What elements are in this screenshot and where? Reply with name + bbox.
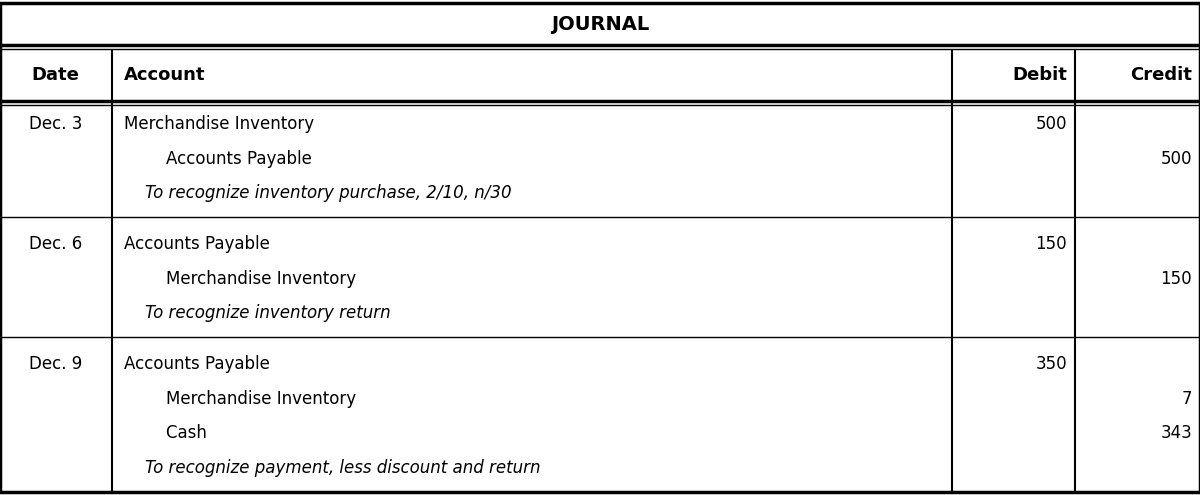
- Text: Debit: Debit: [1013, 66, 1067, 84]
- Text: Date: Date: [32, 66, 79, 84]
- Text: 500: 500: [1036, 115, 1067, 133]
- Text: Accounts Payable: Accounts Payable: [124, 149, 312, 168]
- Text: To recognize payment, less discount and return: To recognize payment, less discount and …: [124, 459, 540, 477]
- Text: 350: 350: [1036, 355, 1067, 373]
- Text: 343: 343: [1160, 425, 1192, 443]
- Text: Account: Account: [124, 66, 205, 84]
- Text: To recognize inventory return: To recognize inventory return: [124, 304, 390, 322]
- Text: 150: 150: [1036, 235, 1067, 253]
- Text: Merchandise Inventory: Merchandise Inventory: [124, 390, 355, 408]
- Text: Dec. 3: Dec. 3: [29, 115, 83, 133]
- Text: Credit: Credit: [1130, 66, 1192, 84]
- Text: Dec. 9: Dec. 9: [29, 355, 83, 373]
- Text: To recognize inventory purchase, 2/10, n/30: To recognize inventory purchase, 2/10, n…: [124, 184, 511, 202]
- Text: Accounts Payable: Accounts Payable: [124, 235, 270, 253]
- Text: Accounts Payable: Accounts Payable: [124, 355, 270, 373]
- Text: Dec. 6: Dec. 6: [29, 235, 83, 253]
- Text: 7: 7: [1182, 390, 1192, 408]
- Text: 500: 500: [1160, 149, 1192, 168]
- Text: Merchandise Inventory: Merchandise Inventory: [124, 270, 355, 288]
- Text: Cash: Cash: [124, 425, 206, 443]
- Text: JOURNAL: JOURNAL: [551, 14, 649, 34]
- Text: Merchandise Inventory: Merchandise Inventory: [124, 115, 313, 133]
- Text: 150: 150: [1160, 270, 1192, 288]
